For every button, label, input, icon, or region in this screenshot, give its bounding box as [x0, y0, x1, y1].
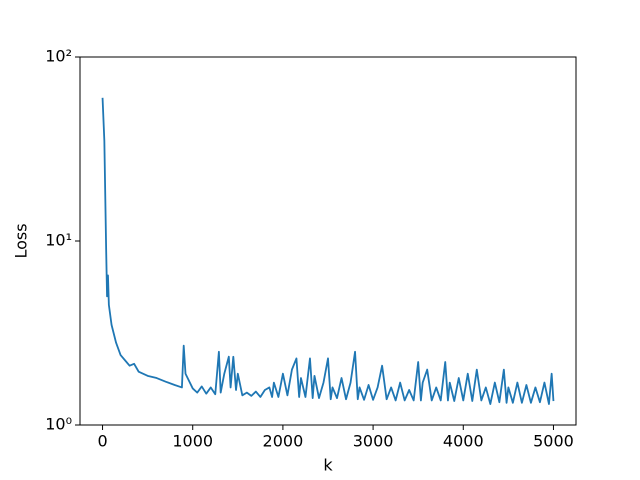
- y-tick-label: 10²: [45, 47, 72, 66]
- x-tick-label: 2000: [263, 432, 304, 451]
- y-tick-label: 10¹: [45, 231, 72, 250]
- loss-line: [101, 97, 555, 405]
- y-axis-label: Loss: [12, 223, 31, 258]
- x-tick-label: 3000: [353, 432, 394, 451]
- x-tick-label: 4000: [443, 432, 484, 451]
- x-axis-label: k: [323, 456, 333, 475]
- y-tick-label: 10⁰: [45, 415, 72, 434]
- x-tick-label: 0: [97, 432, 107, 451]
- x-tick-label: 1000: [172, 432, 213, 451]
- x-tick-label: 5000: [533, 432, 574, 451]
- plot-frame: [79, 56, 577, 426]
